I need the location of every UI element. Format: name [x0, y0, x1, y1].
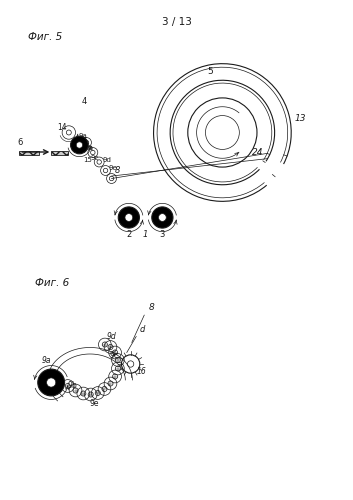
Text: 15: 15: [84, 157, 92, 163]
Text: 1: 1: [143, 230, 148, 239]
Text: 13: 13: [294, 114, 306, 122]
Text: Фиг. 5: Фиг. 5: [28, 32, 62, 42]
Text: 9d: 9d: [102, 158, 111, 164]
Ellipse shape: [118, 207, 139, 228]
Text: d: d: [139, 326, 145, 334]
Text: 5: 5: [207, 66, 213, 76]
Text: 24: 24: [252, 148, 264, 157]
Ellipse shape: [125, 214, 133, 222]
Text: 3 / 13: 3 / 13: [162, 18, 191, 28]
Text: 9d: 9d: [107, 332, 117, 341]
Text: 3: 3: [160, 230, 165, 239]
Text: 8: 8: [148, 303, 154, 312]
Text: 9e: 9e: [108, 166, 117, 172]
Text: 9b: 9b: [68, 380, 78, 390]
Text: 16: 16: [137, 367, 146, 376]
Text: 14: 14: [58, 124, 67, 132]
Text: 6: 6: [18, 138, 23, 147]
Ellipse shape: [152, 207, 173, 228]
Text: 9e: 9e: [89, 398, 99, 407]
Text: 4: 4: [81, 96, 86, 106]
Text: 9c: 9c: [90, 155, 98, 161]
Text: 9a: 9a: [79, 134, 88, 140]
Text: 9a: 9a: [41, 356, 51, 365]
Bar: [19, 151, 39, 155]
Text: 9b: 9b: [84, 144, 93, 150]
Text: 2: 2: [126, 230, 131, 239]
Ellipse shape: [71, 136, 88, 154]
Text: 9c: 9c: [109, 351, 118, 360]
Ellipse shape: [158, 214, 166, 222]
Bar: [51, 151, 68, 155]
Ellipse shape: [76, 142, 83, 148]
Text: Фиг. 6: Фиг. 6: [35, 278, 70, 287]
Text: 8: 8: [114, 166, 120, 175]
Ellipse shape: [38, 369, 65, 396]
Ellipse shape: [47, 378, 56, 387]
